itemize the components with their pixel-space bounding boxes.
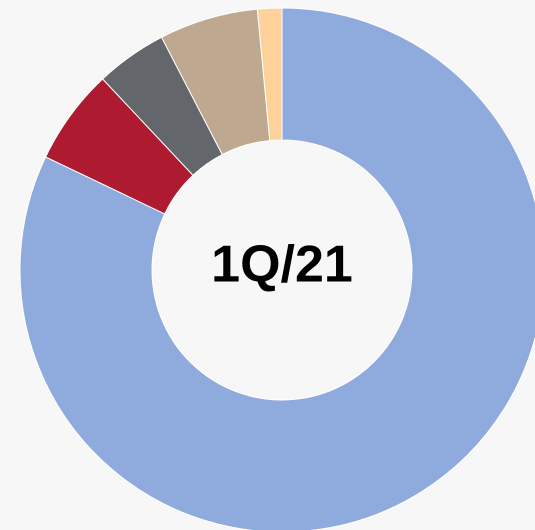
slice (19, 7, 535, 530)
slices (19, 7, 535, 530)
center-label: 1Q/21 (211, 236, 353, 294)
slice (256, 7, 283, 142)
